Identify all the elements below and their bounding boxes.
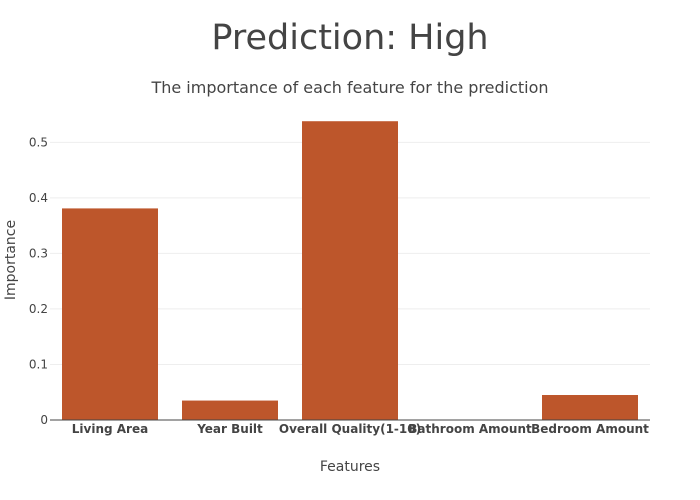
bars xyxy=(62,121,638,420)
bar[interactable] xyxy=(302,121,398,420)
x-tick-label: Overall Quality(1-10) xyxy=(279,422,421,436)
x-axis-label: Features xyxy=(320,459,380,475)
y-tick-label: 0.4 xyxy=(29,191,48,205)
bar[interactable] xyxy=(182,400,278,420)
x-tick-labels: Living Area Year Built Overall Quality(1-1… xyxy=(72,422,649,436)
bar[interactable] xyxy=(62,208,158,420)
y-tick-labels: 0 0.1 0.2 0.3 0.4 0.5 xyxy=(29,135,48,427)
x-tick-label: Living Area xyxy=(72,422,148,436)
x-tick-label: Bedroom Amount xyxy=(531,422,649,436)
y-tick-label: 0.2 xyxy=(29,302,48,316)
chart-title: Prediction: High xyxy=(211,18,488,58)
chart-subtitle: The importance of each feature for the p… xyxy=(150,78,548,97)
x-tick-label: Bathroom Amount xyxy=(408,422,532,436)
y-tick-label: 0.5 xyxy=(29,135,48,149)
y-tick-label: 0.3 xyxy=(29,246,48,260)
y-tick-label: 0 xyxy=(40,413,48,427)
y-tick-label: 0.1 xyxy=(29,357,48,371)
x-tick-label: Year Built xyxy=(196,422,263,436)
bar[interactable] xyxy=(542,395,638,420)
y-axis-label: Importance xyxy=(3,220,19,300)
